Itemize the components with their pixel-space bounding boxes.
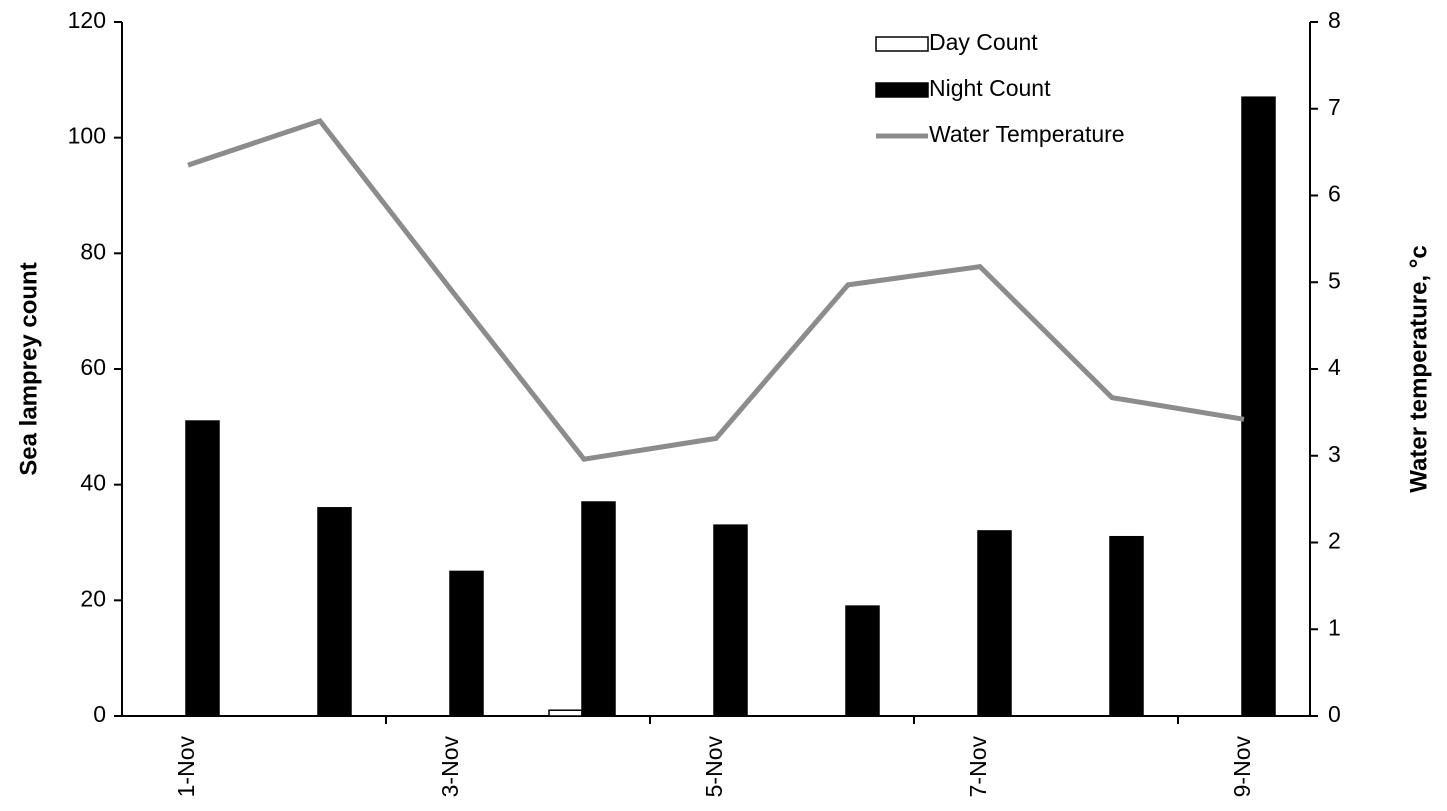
- y2-tick-label: 3: [1328, 441, 1341, 467]
- y2-tick-label: 6: [1328, 181, 1341, 207]
- line: [187, 117, 1245, 462]
- y2-tick-label: 7: [1328, 94, 1341, 120]
- x-tick-label: 1-Nov: [173, 736, 199, 798]
- bar: [713, 524, 748, 717]
- legend-label: Day Count: [929, 29, 1038, 55]
- bar: [977, 530, 1012, 717]
- y2-tick-label: 5: [1328, 267, 1341, 293]
- y2-tick-label: 4: [1328, 354, 1341, 380]
- bar: [845, 605, 880, 717]
- legend-swatch: [875, 36, 929, 52]
- x-tick-label: 5-Nov: [701, 736, 727, 798]
- y2-tick-label: 2: [1328, 528, 1341, 554]
- bar: [317, 507, 352, 717]
- bar: [185, 420, 220, 717]
- legend-swatch: [875, 82, 929, 98]
- bar: [1109, 535, 1144, 717]
- x-tick-label: 3-Nov: [437, 736, 463, 798]
- y-tick-label: 40: [80, 470, 106, 496]
- y-tick-label: 100: [68, 123, 106, 149]
- x-tick-label: 9-Nov: [1229, 736, 1255, 798]
- y-tick-label: 20: [80, 585, 106, 611]
- y-tick-label: 80: [80, 238, 106, 264]
- bar: [581, 501, 616, 717]
- legend-label: Water Temperature: [929, 121, 1125, 147]
- x-tick-label: 7-Nov: [965, 736, 991, 798]
- y2-axis-label: Water temperature, °c: [1405, 245, 1432, 492]
- y2-tick-label: 8: [1328, 7, 1341, 33]
- bar: [449, 570, 484, 717]
- y-tick-label: 60: [80, 354, 106, 380]
- y-tick-label: 120: [68, 7, 106, 33]
- y2-tick-label: 1: [1328, 614, 1341, 640]
- y2-tick-label: 0: [1328, 701, 1341, 727]
- bar: [548, 709, 583, 717]
- legend-label: Night Count: [929, 75, 1051, 101]
- bar: [1241, 96, 1276, 717]
- y-tick-label: 0: [93, 701, 106, 727]
- y-axis-label: Sea lamprey count: [15, 262, 42, 475]
